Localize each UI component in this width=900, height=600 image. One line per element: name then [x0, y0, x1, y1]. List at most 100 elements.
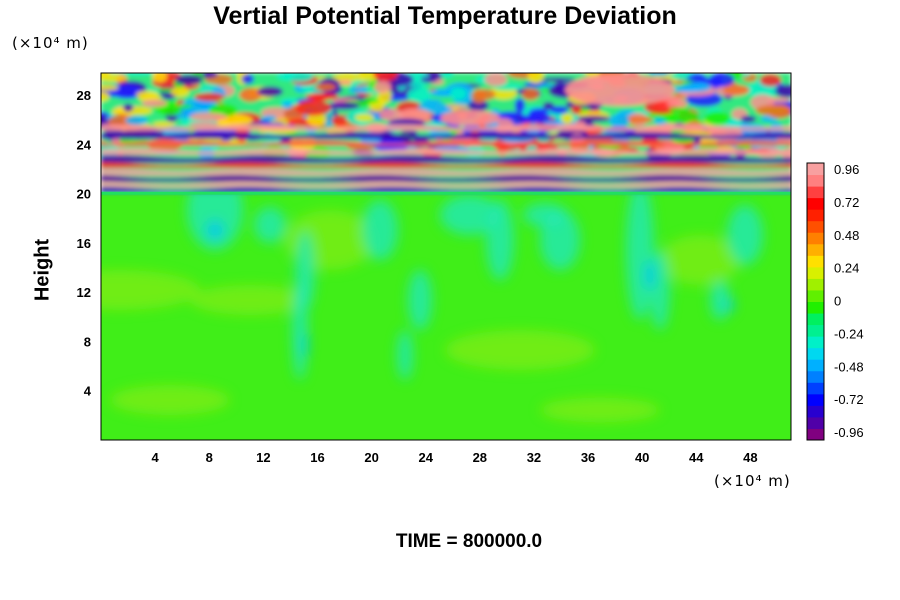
field-patch: [302, 333, 308, 357]
colorbar-swatch: [807, 289, 824, 302]
x-tick-label: 24: [418, 450, 433, 465]
x-axis-unit: (×10⁴ m): [714, 472, 791, 490]
colorbar: 0.96 0.72 0.48 0.24 0 -0.24 -0.48 -0.72 -0.96: [806, 162, 864, 441]
colorbar-swatch: [807, 197, 824, 210]
x-tick-label: 44: [689, 450, 704, 465]
field-band: [101, 140, 791, 146]
field-band: [101, 124, 791, 131]
x-tick-label: 40: [635, 450, 649, 465]
field-blob: [152, 121, 176, 127]
field-blob: [740, 115, 757, 123]
field-patch: [660, 235, 740, 285]
colorbar-swatch: [807, 416, 824, 429]
colorbar-tick-label: 0.24: [834, 261, 859, 276]
field-blob: [141, 99, 168, 108]
field-blob: [440, 110, 500, 126]
field-blob: [379, 108, 404, 121]
field-patch: [207, 220, 223, 240]
field-blob: [135, 90, 159, 99]
field-patch: [726, 299, 734, 311]
colorbar-swatch: [807, 347, 824, 360]
colorbar-swatch: [807, 232, 824, 245]
field-patch: [110, 385, 230, 415]
field-blob: [239, 87, 262, 102]
field-blob: [314, 83, 337, 92]
field-patch: [190, 285, 310, 315]
y-tick-label: 24: [77, 137, 92, 152]
field-blob: [194, 92, 225, 102]
x-tick-label: 36: [581, 450, 595, 465]
field-band: [101, 168, 791, 176]
field-blob: [666, 102, 682, 107]
field-blob: [575, 115, 611, 122]
field-patch: [727, 205, 763, 265]
colorbar-swatch: [807, 324, 824, 337]
field-band: [101, 187, 791, 193]
field-patch: [710, 280, 730, 320]
field-blob: [492, 84, 524, 91]
heatmap-field: [101, 73, 791, 440]
field-patch: [645, 260, 655, 290]
y-tick-label: 8: [84, 334, 91, 349]
field-blob: [215, 120, 231, 127]
field-blob: [561, 113, 574, 124]
field-boundary: [101, 191, 791, 195]
x-tick-label: 12: [256, 450, 270, 465]
field-blob: [111, 84, 143, 99]
colorbar-tick-label: -0.48: [834, 359, 864, 374]
colorbar-swatch: [807, 266, 824, 279]
field-blob: [722, 84, 750, 96]
colorbar-swatch: [807, 243, 824, 256]
field-patch: [626, 180, 654, 320]
colorbar-swatch: [807, 359, 824, 372]
colorbar-swatch: [807, 301, 824, 314]
field-blob: [149, 130, 164, 136]
field-blob: [759, 74, 782, 87]
field-blob: [704, 111, 731, 126]
colorbar-tick-label: 0.48: [834, 228, 859, 243]
field-blob: [173, 104, 193, 109]
colorbar-swatch: [807, 382, 824, 395]
field-blob: [467, 100, 489, 111]
field-blob: [101, 84, 119, 91]
colorbar-swatch: [807, 313, 824, 326]
colorbar-swatch: [807, 370, 824, 383]
field-band: [101, 175, 791, 182]
field-blob: [450, 86, 467, 100]
colorbar-frame: [806, 162, 825, 441]
field-blob: [189, 112, 227, 122]
field-upper-structures: [101, 73, 791, 194]
field-blob: [372, 73, 399, 82]
y-tick-label: 20: [77, 187, 91, 202]
field-patch: [408, 270, 432, 330]
colorbar-swatch: [807, 405, 824, 418]
field-patch: [295, 230, 315, 310]
colorbar-tick-label: 0.72: [834, 195, 859, 210]
field-blob: [431, 90, 450, 96]
field-patch: [362, 200, 398, 260]
x-tick-label: 28: [473, 450, 487, 465]
field-blob: [363, 97, 380, 103]
colorbar-tick-label: 0: [834, 294, 841, 309]
field-blob: [774, 84, 791, 98]
y-tick-label: 16: [77, 236, 91, 251]
field-blob: [549, 105, 570, 114]
colorbar-swatch: [807, 186, 824, 199]
colorbar-swatch: [807, 174, 824, 187]
colorbar-swatch: [807, 163, 824, 176]
field-blob: [331, 115, 347, 127]
field-blob: [681, 83, 711, 92]
field-blob: [373, 80, 392, 94]
field-lower-structures: [101, 170, 763, 423]
field-patch: [486, 200, 514, 280]
x-tick-label: 48: [743, 450, 757, 465]
field-blob: [520, 114, 543, 123]
colorbar-swatch: [807, 255, 824, 268]
field-band: [101, 181, 791, 188]
field-blob: [101, 91, 110, 102]
colorbar-swatch: [807, 278, 824, 291]
field-blob: [440, 73, 454, 78]
field-blob: [542, 101, 555, 110]
field-band: [101, 162, 791, 168]
colorbar-tick-label: -0.96: [834, 425, 864, 440]
